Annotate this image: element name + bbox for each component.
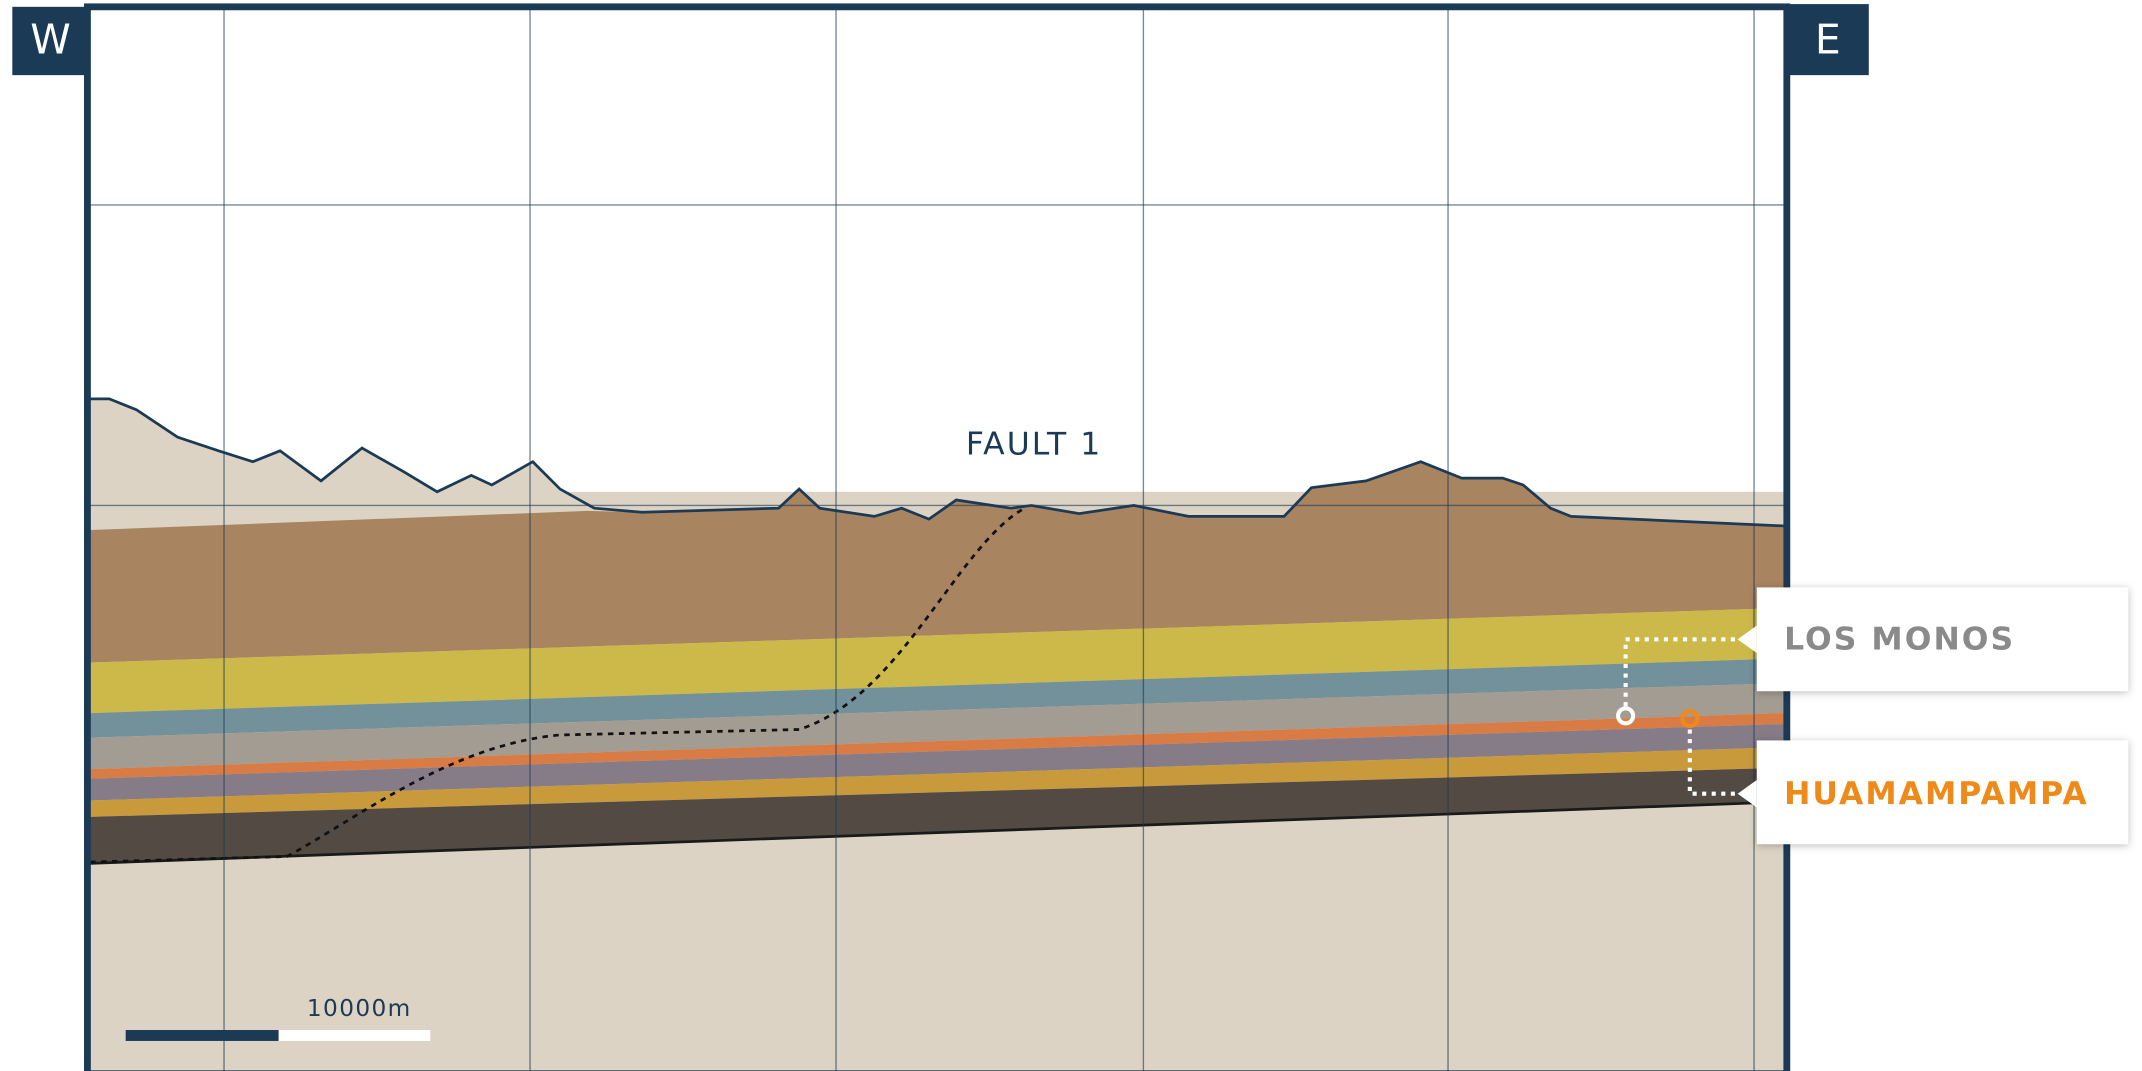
layer-brown [90,461,1785,663]
layer-yellow [90,607,1785,714]
base-line [90,800,1785,865]
callout-box [1756,587,2129,692]
terrain-line [90,397,1785,528]
layer-gray [90,683,1785,770]
layer-orange [90,713,1785,779]
callout-leader [1687,726,1735,796]
callout-dot [1616,706,1636,726]
fault-line [90,506,1026,864]
west-label: W [30,15,71,63]
callout-pointer [1737,780,1757,808]
layer-ochre [90,747,1785,817]
grid [90,8,1785,1071]
east-label: E [1815,15,1841,63]
callout-leader [1623,637,1735,708]
layer-blue [90,658,1785,738]
callout-box [1756,740,2129,845]
frame [84,3,1791,1071]
callout-dot [1680,708,1700,729]
west-badge [12,6,91,76]
callout-pointer [1737,625,1757,653]
formation-label: HUAMAMPAMPA [1784,776,2089,812]
scale-label: 10000m [307,995,412,1022]
formation-label: LOS MONOS [1784,622,2015,658]
fault-label: FAULT 1 [966,426,1102,462]
layer-dark [90,767,1785,864]
scale-bar [125,1030,279,1041]
east-badge [1786,4,1869,76]
scale-bar [278,1030,431,1041]
layer-purple [90,724,1785,801]
